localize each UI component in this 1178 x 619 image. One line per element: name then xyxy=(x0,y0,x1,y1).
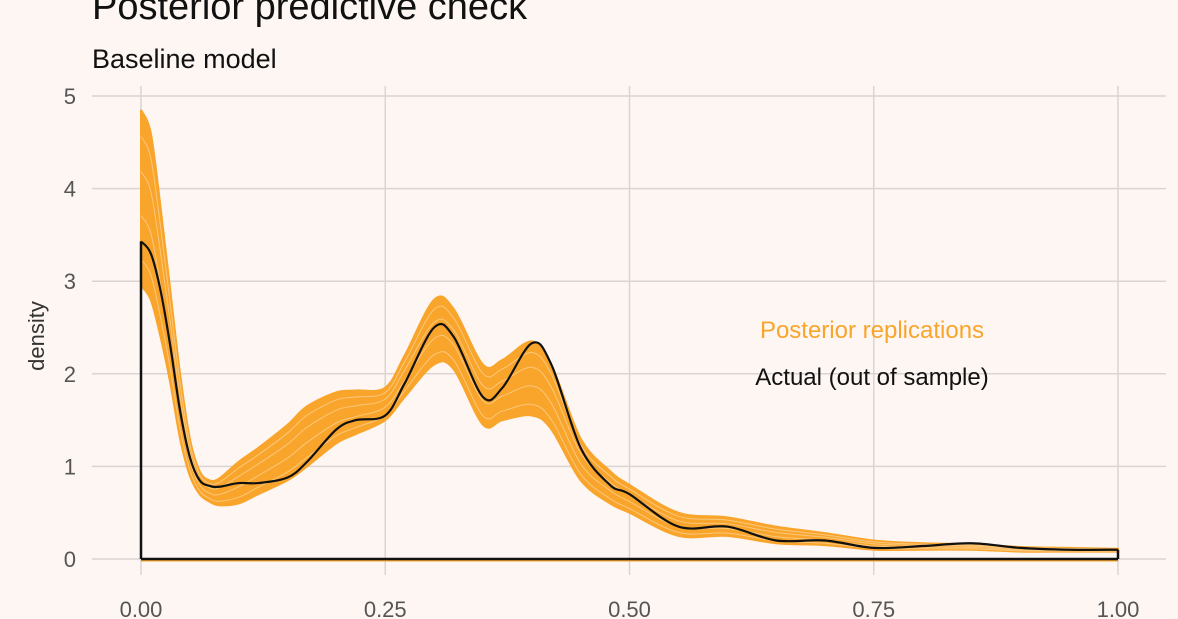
tick-labels: 0 1 2 3 4 5 0.00 0.25 0.50 0.75 1.00 xyxy=(64,84,1140,619)
y-tick-label: 2 xyxy=(64,362,76,387)
annotation-actual: Actual (out of sample) xyxy=(755,364,988,391)
y-tick-label: 0 xyxy=(64,547,76,572)
posterior-replication-line xyxy=(140,136,1119,550)
x-tick-label: 0.75 xyxy=(852,597,895,619)
chart-title: Posterior predictive check xyxy=(92,0,528,28)
posterior-replication-line xyxy=(140,259,1119,552)
y-axis-label: density xyxy=(24,301,49,371)
x-tick-label: 0.25 xyxy=(364,597,407,619)
chart-subtitle: Baseline model xyxy=(92,44,277,74)
y-tick-label: 4 xyxy=(64,177,76,202)
x-tick-label: 0.00 xyxy=(120,597,163,619)
marks xyxy=(139,109,1120,562)
y-tick-label: 5 xyxy=(64,84,76,109)
y-tick-label: 3 xyxy=(64,269,76,294)
x-tick-label: 0.50 xyxy=(608,597,651,619)
actual-density-line xyxy=(140,240,1119,551)
x-tick-label: 1.00 xyxy=(1097,597,1140,619)
annotation-posterior-replications: Posterior replications xyxy=(760,317,984,344)
y-tick-label: 1 xyxy=(64,454,76,479)
